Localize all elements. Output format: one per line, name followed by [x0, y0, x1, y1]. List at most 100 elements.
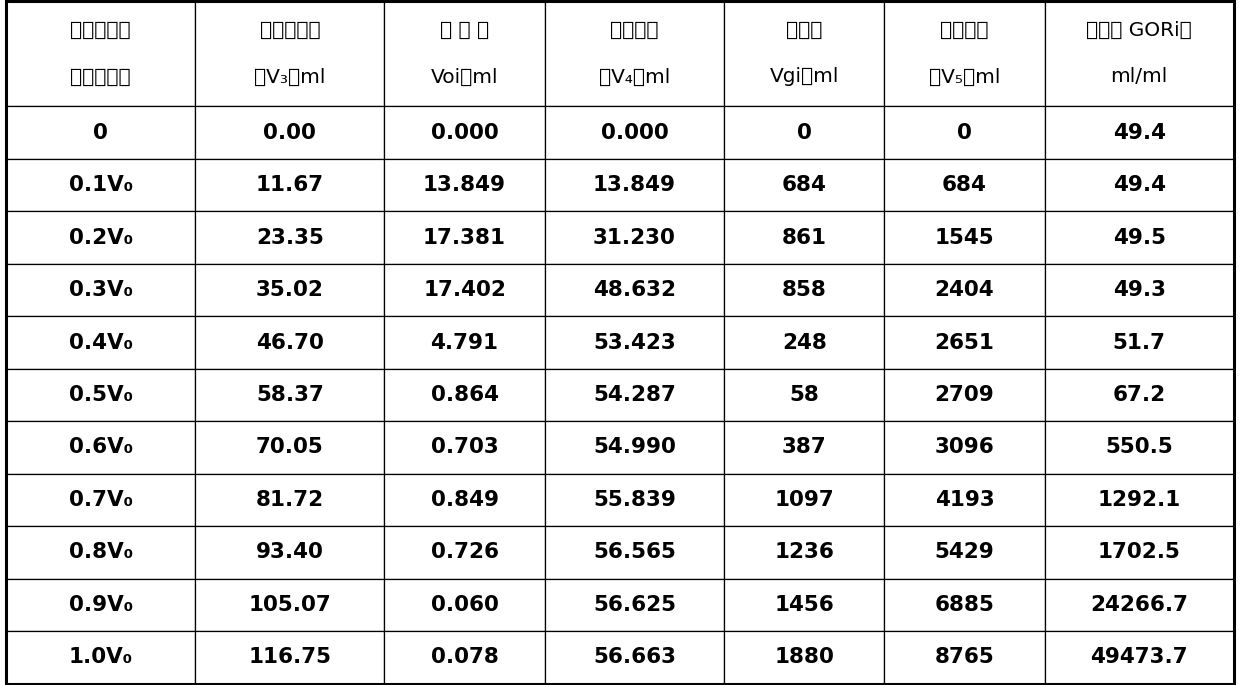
Text: 684: 684	[782, 175, 827, 195]
Bar	[724, 1, 884, 106]
Text: ml/ml: ml/ml	[1111, 67, 1168, 86]
Bar	[384, 211, 544, 264]
Bar	[384, 631, 544, 684]
Bar	[6, 316, 196, 369]
Text: 116.75: 116.75	[248, 647, 331, 667]
Text: 1.0V₀: 1.0V₀	[68, 647, 133, 667]
Text: 81.72: 81.72	[255, 490, 324, 510]
Text: 67.2: 67.2	[1112, 385, 1166, 405]
Text: 5429: 5429	[935, 543, 994, 562]
Text: 55.839: 55.839	[593, 490, 676, 510]
Text: 0.2V₀: 0.2V₀	[68, 227, 133, 247]
Bar	[1044, 1, 1234, 106]
Text: 1097: 1097	[775, 490, 835, 510]
Bar	[544, 579, 724, 631]
Bar	[1044, 159, 1234, 211]
Text: 0: 0	[93, 123, 108, 142]
Bar	[544, 106, 724, 159]
Bar	[6, 474, 196, 526]
Text: 11.67: 11.67	[255, 175, 324, 195]
Bar	[384, 264, 544, 316]
Text: 49.4: 49.4	[1112, 175, 1166, 195]
Text: 隙体积倍数: 隙体积倍数	[71, 67, 131, 86]
Text: Vgi，ml: Vgi，ml	[770, 67, 839, 86]
Bar	[1044, 369, 1234, 421]
Text: 1545: 1545	[935, 227, 994, 247]
Bar	[196, 159, 384, 211]
Text: 1456: 1456	[775, 595, 835, 615]
Bar	[884, 369, 1044, 421]
Text: 17.402: 17.402	[423, 280, 506, 300]
Bar	[384, 106, 544, 159]
Text: 6885: 6885	[935, 595, 994, 615]
Bar	[196, 631, 384, 684]
Bar	[544, 1, 724, 106]
Text: 0.8V₀: 0.8V₀	[68, 543, 133, 562]
Text: 0.5V₀: 0.5V₀	[68, 385, 133, 405]
Bar	[6, 526, 196, 579]
Text: 54.990: 54.990	[593, 438, 676, 458]
Bar	[6, 421, 196, 474]
Text: 产气量: 产气量	[786, 21, 822, 40]
Text: 0: 0	[957, 123, 972, 142]
Text: 13.849: 13.849	[593, 175, 676, 195]
Bar	[384, 369, 544, 421]
Bar	[384, 1, 544, 106]
Text: 0.7V₀: 0.7V₀	[68, 490, 133, 510]
Text: 23.35: 23.35	[255, 227, 324, 247]
Bar	[724, 106, 884, 159]
Text: 56.663: 56.663	[593, 647, 676, 667]
Bar	[6, 579, 196, 631]
Bar	[6, 369, 196, 421]
Text: Voi，ml: Voi，ml	[430, 67, 498, 86]
Text: 0.3V₀: 0.3V₀	[68, 280, 133, 300]
Text: 8765: 8765	[935, 647, 994, 667]
Text: 31.230: 31.230	[593, 227, 676, 247]
Text: 量V₄，ml: 量V₄，ml	[599, 67, 670, 86]
Bar	[1044, 211, 1234, 264]
Text: 0.060: 0.060	[430, 595, 498, 615]
Bar	[6, 1, 196, 106]
Bar	[1044, 264, 1234, 316]
Text: 0.849: 0.849	[430, 490, 498, 510]
Bar	[544, 474, 724, 526]
Text: 48.632: 48.632	[593, 280, 676, 300]
Text: 49.4: 49.4	[1112, 123, 1166, 142]
Text: 0: 0	[797, 123, 812, 142]
Text: 0.864: 0.864	[430, 385, 498, 405]
Bar	[724, 526, 884, 579]
Bar	[384, 579, 544, 631]
Text: 0.000: 0.000	[600, 123, 668, 142]
Bar	[724, 211, 884, 264]
Text: 93.40: 93.40	[255, 543, 324, 562]
Bar	[724, 316, 884, 369]
Bar	[196, 421, 384, 474]
Bar	[724, 579, 884, 631]
Text: 858: 858	[782, 280, 827, 300]
Bar	[884, 159, 1044, 211]
Text: 53.423: 53.423	[593, 332, 676, 353]
Text: 4193: 4193	[935, 490, 994, 510]
Text: 49.5: 49.5	[1112, 227, 1166, 247]
Bar	[884, 106, 1044, 159]
Text: 49.3: 49.3	[1112, 280, 1166, 300]
Bar	[196, 526, 384, 579]
Text: 积V₃，ml: 积V₃，ml	[254, 67, 326, 86]
Bar	[384, 526, 544, 579]
Bar	[724, 474, 884, 526]
Text: 累计注入孔: 累计注入孔	[71, 21, 131, 40]
Bar	[884, 631, 1044, 684]
Text: 58.37: 58.37	[255, 385, 324, 405]
Bar	[384, 421, 544, 474]
Bar	[196, 1, 384, 106]
Bar	[544, 369, 724, 421]
Bar	[196, 211, 384, 264]
Bar	[724, 264, 884, 316]
Text: 248: 248	[782, 332, 827, 353]
Bar	[544, 264, 724, 316]
Text: 550.5: 550.5	[1105, 438, 1173, 458]
Bar	[1044, 106, 1234, 159]
Bar	[1044, 579, 1234, 631]
Text: 0.6V₀: 0.6V₀	[68, 438, 133, 458]
Bar	[6, 631, 196, 684]
